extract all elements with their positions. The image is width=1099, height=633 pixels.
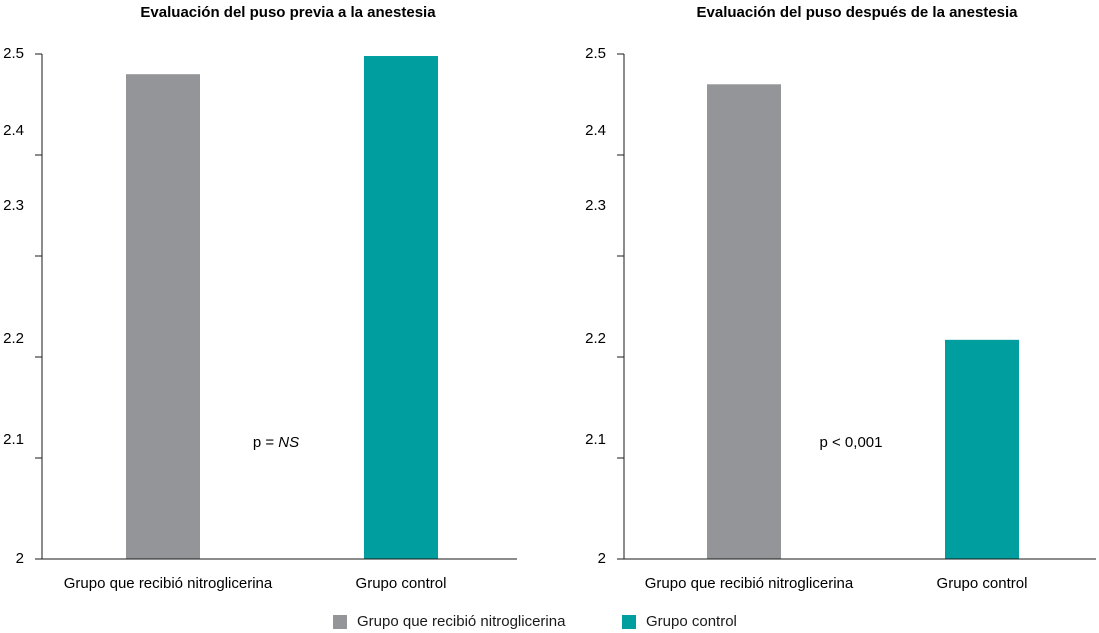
bar xyxy=(126,74,200,559)
legend-item-nitroglycerin: Grupo que recibió nitroglicerina xyxy=(333,613,565,630)
legend: Grupo que recibió nitroglicerina Grupo c… xyxy=(0,613,1099,633)
p-value-annotation: p < 0,001 xyxy=(820,434,883,451)
x-category-label: Grupo que recibió nitroglicerina xyxy=(64,575,273,592)
x-category-label: Grupo control xyxy=(937,575,1028,592)
y-tick-label: 2.3 xyxy=(585,197,606,214)
chart-title: Evaluación del puso después de la aneste… xyxy=(697,4,1019,21)
chart-title: Evaluación del puso previa a la anestesi… xyxy=(140,4,436,21)
y-tick-label: 2.2 xyxy=(3,330,24,347)
bar xyxy=(707,84,781,560)
y-tick-label: 2.4 xyxy=(585,122,606,139)
p-value-prefix: p < 0,001 xyxy=(820,434,883,451)
y-tick-label: 2 xyxy=(598,550,606,567)
y-tick-label: 2.1 xyxy=(585,431,606,448)
legend-label-control: Grupo control xyxy=(646,613,737,630)
legend-label-nitroglycerin: Grupo que recibió nitroglicerina xyxy=(357,613,566,630)
y-tick-label: 2.1 xyxy=(3,431,24,448)
y-tick-label: 2 xyxy=(16,550,24,567)
x-category-label: Grupo control xyxy=(356,575,447,592)
p-value-prefix: p = xyxy=(253,434,278,451)
legend-swatch-control xyxy=(622,614,636,629)
y-tick-label: 2.5 xyxy=(585,45,606,62)
p-value-value: NS xyxy=(278,434,299,451)
y-tick-label: 2.4 xyxy=(3,122,24,139)
y-tick-label: 2.3 xyxy=(3,197,24,214)
legend-swatch-nitroglycerin xyxy=(333,614,347,629)
bar xyxy=(364,56,438,560)
y-tick-label: 2.5 xyxy=(3,45,24,62)
bar xyxy=(945,339,1019,559)
y-tick-label: 2.2 xyxy=(585,330,606,347)
p-value-annotation: p = NS xyxy=(253,434,299,451)
legend-item-control: Grupo control xyxy=(622,613,737,630)
chart-2: Evaluación del puso después de la aneste… xyxy=(585,4,1096,592)
chart-1: Evaluación del puso previa a la anestesi… xyxy=(3,4,517,592)
x-category-label: Grupo que recibió nitroglicerina xyxy=(645,575,854,592)
